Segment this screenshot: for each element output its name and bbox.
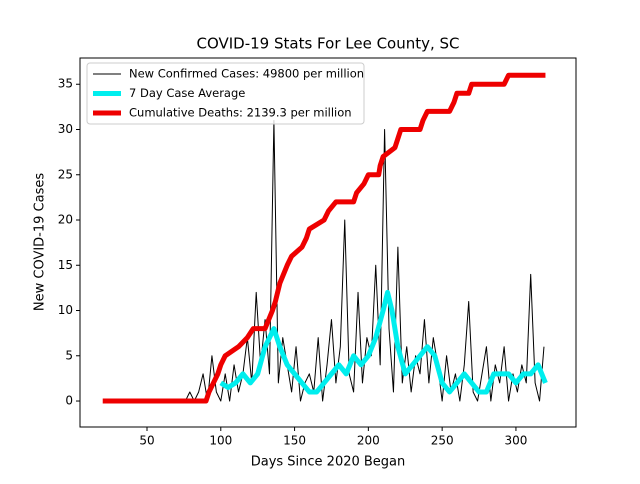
y-tick-label: 5 — [65, 348, 73, 362]
x-tick-label: 250 — [431, 434, 454, 448]
x-tick-label: 150 — [283, 434, 306, 448]
x-tick-label: 50 — [139, 434, 154, 448]
legend-label: 7 Day Case Average — [129, 86, 245, 100]
y-tick-label: 10 — [58, 303, 73, 317]
series-line — [102, 72, 546, 404]
x-tick-label: 200 — [357, 434, 380, 448]
legend-label: Cumulative Deaths: 2139.3 per million — [129, 106, 352, 120]
legend-box — [86, 62, 365, 125]
legend-label: New Confirmed Cases: 49800 per million — [129, 67, 364, 81]
x-tick-label: 300 — [504, 434, 527, 448]
y-tick-label: 35 — [58, 77, 73, 91]
series-line — [219, 289, 548, 395]
x-tick-label: 100 — [209, 434, 232, 448]
chart-title: COVID-19 Stats For Lee County, SC — [196, 35, 459, 53]
y-tick-label: 0 — [65, 394, 73, 408]
y-tick-label: 30 — [58, 122, 73, 136]
y-tick-label: 20 — [58, 213, 73, 227]
y-tick-label: 15 — [58, 258, 73, 272]
y-tick-label: 25 — [58, 167, 73, 181]
plot-frame — [79, 57, 577, 428]
x-axis-label: Days Since 2020 Began — [251, 455, 406, 470]
y-axis-label: New COVID-19 Cases — [33, 173, 48, 311]
